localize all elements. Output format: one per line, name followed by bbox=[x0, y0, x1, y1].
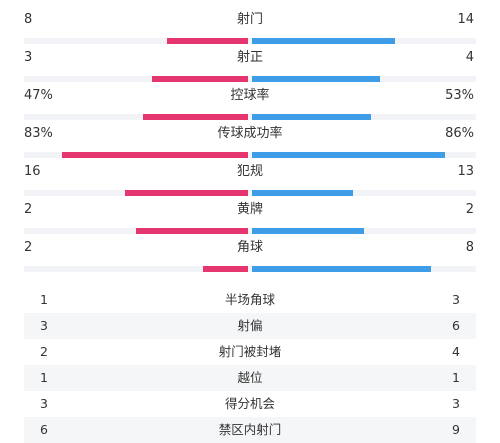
away-value: 9 bbox=[452, 422, 460, 437]
home-value: 8 bbox=[24, 12, 33, 27]
home-value: 3 bbox=[24, 50, 33, 65]
away-value: 3 bbox=[452, 292, 460, 307]
away-value: 6 bbox=[452, 318, 460, 333]
away-value: 14 bbox=[457, 12, 474, 27]
away-bar bbox=[252, 38, 395, 44]
stat-row-corners: 2 角球 8 bbox=[0, 240, 500, 278]
home-value: 47% bbox=[24, 88, 53, 103]
away-value: 8 bbox=[465, 240, 474, 255]
stat-label: 角球 bbox=[236, 240, 263, 255]
stat-row-possession: 47% 控球率 53% bbox=[0, 88, 500, 126]
stat-label: 射偏 bbox=[237, 318, 263, 333]
away-value: 2 bbox=[465, 202, 474, 217]
home-value: 2 bbox=[24, 202, 33, 217]
stat-label: 传球成功率 bbox=[217, 126, 283, 141]
home-value: 83% bbox=[24, 126, 53, 141]
away-bar bbox=[252, 76, 380, 82]
stat-track bbox=[24, 266, 476, 272]
home-value: 6 bbox=[40, 422, 48, 437]
home-value: 16 bbox=[24, 164, 41, 179]
away-bar bbox=[252, 266, 431, 272]
stat-label: 射正 bbox=[236, 50, 263, 65]
home-value: 2 bbox=[24, 240, 33, 255]
stat-label: 禁区内射门 bbox=[218, 422, 282, 437]
away-bar bbox=[252, 228, 364, 234]
home-value: 3 bbox=[40, 396, 48, 411]
away-bar bbox=[252, 152, 445, 158]
stat-row-fouls: 16 犯规 13 bbox=[0, 164, 500, 202]
away-value: 4 bbox=[465, 50, 474, 65]
away-value: 3 bbox=[452, 396, 460, 411]
home-bar bbox=[152, 76, 248, 82]
home-value: 2 bbox=[40, 344, 48, 359]
away-value: 1 bbox=[452, 370, 460, 385]
home-value: 3 bbox=[40, 318, 48, 333]
table-row: 6 禁区内射门 9 bbox=[24, 417, 476, 443]
home-value: 1 bbox=[40, 370, 48, 385]
away-value: 86% bbox=[445, 126, 474, 141]
stat-label: 控球率 bbox=[230, 88, 270, 103]
stat-label: 黄牌 bbox=[236, 202, 263, 217]
stat-track bbox=[24, 228, 476, 234]
away-value: 53% bbox=[445, 88, 474, 103]
stat-track bbox=[24, 190, 476, 196]
stat-row-shots: 8 射门 14 bbox=[0, 12, 500, 50]
stat-label: 犯规 bbox=[236, 164, 263, 179]
home-bar bbox=[167, 38, 248, 44]
stat-label: 越位 bbox=[237, 370, 263, 385]
home-bar bbox=[62, 152, 248, 158]
home-bar bbox=[136, 228, 248, 234]
stat-label: 半场角球 bbox=[224, 292, 275, 307]
home-bar bbox=[143, 114, 248, 120]
stat-label: 得分机会 bbox=[224, 396, 275, 411]
stat-track bbox=[24, 76, 476, 82]
stat-row-shots-on-target: 3 射正 4 bbox=[0, 50, 500, 88]
home-value: 1 bbox=[40, 292, 48, 307]
table-row: 2 射门被封堵 4 bbox=[24, 339, 476, 365]
stat-label: 射门 bbox=[236, 12, 263, 27]
stat-table: 1 半场角球 3 3 射偏 6 2 射门被封堵 4 1 越位 1 3 得分机会 … bbox=[24, 287, 476, 443]
away-value: 13 bbox=[457, 164, 474, 179]
away-bar bbox=[252, 190, 353, 196]
away-bar bbox=[252, 114, 371, 120]
home-bar bbox=[203, 266, 248, 272]
table-row: 1 半场角球 3 bbox=[24, 287, 476, 313]
table-row: 3 得分机会 3 bbox=[24, 391, 476, 417]
stat-label: 射门被封堵 bbox=[218, 344, 282, 359]
stat-track bbox=[24, 114, 476, 120]
table-row: 3 射偏 6 bbox=[24, 313, 476, 339]
home-bar bbox=[125, 190, 248, 196]
stat-row-yellow-cards: 2 黄牌 2 bbox=[0, 202, 500, 240]
stat-row-pass-accuracy: 83% 传球成功率 86% bbox=[0, 126, 500, 164]
table-row: 1 越位 1 bbox=[24, 365, 476, 391]
stat-track bbox=[24, 38, 476, 44]
away-value: 4 bbox=[452, 344, 460, 359]
stat-track bbox=[24, 152, 476, 158]
